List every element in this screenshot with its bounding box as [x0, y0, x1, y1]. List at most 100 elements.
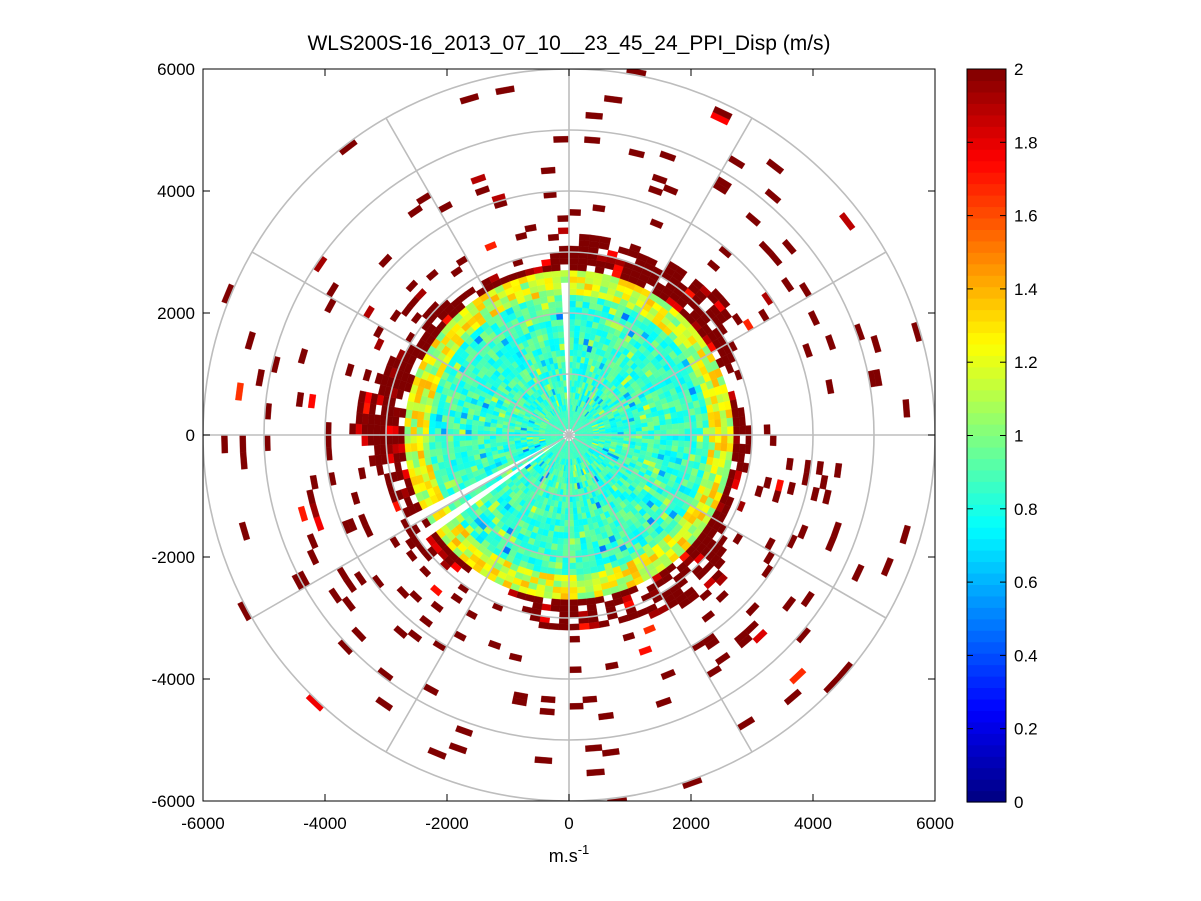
data-cell [435, 448, 443, 457]
data-cell [568, 294, 577, 302]
data-cell [739, 425, 747, 436]
data-cell [410, 442, 418, 452]
x-tick-label: -2000 [425, 814, 468, 833]
data-cell [557, 325, 564, 333]
data-cell [635, 427, 643, 432]
data-cell [546, 295, 556, 303]
data-cell [405, 279, 419, 293]
data-cell [684, 428, 692, 436]
data-cell [684, 434, 692, 442]
data-cell [560, 507, 566, 515]
data-cell [425, 268, 439, 282]
data-cell [559, 605, 570, 613]
data-cell [297, 505, 309, 522]
data-cell [582, 695, 598, 704]
data-cell [585, 591, 595, 599]
colorbar-stripe [967, 183, 1006, 196]
data-cell [708, 442, 716, 451]
colorbar-stripe [967, 572, 1006, 585]
colorbar-stripe [967, 584, 1006, 597]
data-cell [386, 355, 397, 368]
colorbar-stripe [967, 744, 1006, 757]
data-cell [558, 531, 565, 539]
data-cell [629, 243, 642, 253]
data-cell [617, 429, 624, 433]
colorbar-stripe [967, 435, 1006, 448]
data-cell [573, 331, 580, 339]
data-cell [405, 409, 413, 419]
data-cell [574, 544, 582, 551]
data-cell [547, 301, 556, 309]
data-cell [765, 158, 785, 175]
data-cell [459, 93, 480, 105]
data-cell [647, 425, 655, 431]
polar-spoke [568, 434, 887, 619]
data-cell [651, 173, 668, 185]
data-cell [297, 348, 309, 365]
data-cell [543, 271, 553, 279]
data-cell [899, 524, 911, 545]
data-cell [489, 438, 497, 444]
polar-grid [203, 69, 935, 801]
data-cell [235, 382, 244, 401]
data-cell [255, 368, 265, 387]
data-cell [550, 264, 561, 272]
data-cell [546, 567, 556, 575]
data-cell [701, 412, 709, 422]
data-cell [568, 544, 576, 552]
data-cell [551, 325, 559, 333]
data-cell [572, 501, 577, 509]
data-cell [727, 434, 734, 444]
data-cell [781, 238, 797, 255]
data-cell [568, 581, 578, 588]
colorbar-stripe [967, 607, 1006, 620]
data-cell [666, 434, 673, 441]
colorbar-stripe [967, 630, 1006, 643]
data-cell [582, 295, 592, 303]
data-cell [880, 557, 894, 577]
data-cell [375, 696, 394, 712]
data-cell [404, 426, 411, 436]
data-cell [573, 525, 580, 533]
data-cell [559, 519, 565, 527]
x-tick-label: 0 [564, 814, 573, 833]
data-cell [573, 343, 579, 351]
data-cell [577, 592, 587, 600]
data-cell [641, 426, 649, 432]
data-cell [568, 666, 582, 674]
data-cell [546, 326, 553, 334]
data-cell [671, 440, 679, 447]
data-cell [489, 426, 497, 432]
data-cell [648, 608, 661, 620]
data-cell [603, 95, 623, 104]
data-cell [459, 434, 466, 441]
x-axis-label-superscript: -1 [578, 842, 590, 857]
data-cell [367, 434, 375, 446]
data-cell [405, 549, 418, 562]
data-cell [550, 598, 561, 606]
data-cell [825, 379, 835, 395]
data-cell [465, 424, 473, 431]
y-tick-label: 4000 [157, 182, 195, 201]
data-cell [783, 688, 802, 706]
data-cell [466, 450, 474, 457]
data-cell [577, 513, 583, 521]
colorbar-stripe [967, 229, 1006, 242]
colorbar-stripe [967, 114, 1006, 127]
data-cell [561, 568, 570, 576]
colorbar-tick-label: 0.8 [1014, 500, 1038, 519]
data-cell [573, 519, 579, 527]
x-tick-label: 6000 [916, 814, 954, 833]
data-cell [572, 507, 578, 515]
data-cell [702, 420, 710, 429]
data-cell [584, 530, 591, 538]
data-cell [560, 593, 570, 600]
data-cell [429, 584, 443, 597]
colorbar-stripe [967, 298, 1006, 311]
data-cell [419, 614, 434, 628]
data-cell [558, 331, 565, 339]
colorbar-stripe [967, 366, 1006, 379]
y-tick-label: -4000 [152, 670, 195, 689]
data-cell [244, 331, 256, 350]
data-cell [696, 427, 704, 436]
